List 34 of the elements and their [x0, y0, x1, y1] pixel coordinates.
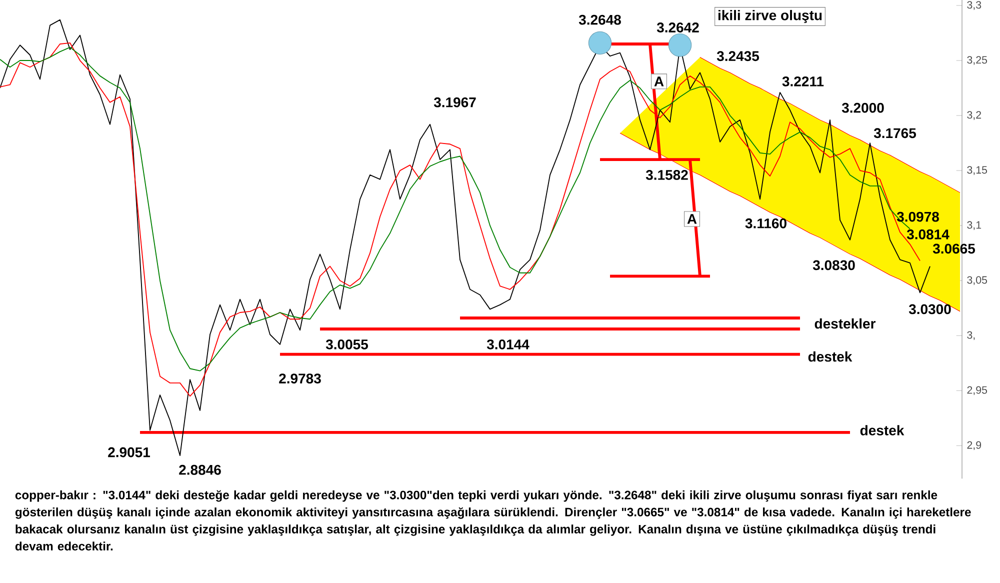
- annotation: 3.2211: [782, 76, 824, 86]
- y-tick-label: 2,9: [967, 441, 982, 450]
- annotation: 3.1967: [434, 97, 476, 108]
- annotation: 3.0055: [326, 339, 368, 350]
- annotation: destek: [808, 351, 852, 362]
- annotation: 3.2435: [716, 51, 760, 62]
- annotation: 3.1582: [646, 170, 688, 180]
- y-tick-label: 3,3: [967, 1, 982, 10]
- annotation: 3.0978: [896, 212, 939, 222]
- annotation: 3.2648: [578, 14, 621, 25]
- annotation: destekler: [814, 318, 876, 329]
- annotation: 3.1765: [874, 128, 916, 138]
- annotation: 3.0814: [906, 229, 950, 240]
- annotation: 3.0830: [812, 260, 855, 270]
- y-tick-label: 2,95: [967, 386, 988, 396]
- text: copper-bakır : "3.0144" deki desteğe kadar geldi neredeyse ve "3.0300"den tepki verdi yukarı yönde. "3.2648" deki ikili zirve oluşumu sonrası fiyat sarı renkle gösterilen düşüş kanalı içinde azalan ekonomik aktiviteyi yansıtırcasına aşağılara sürüklendi. Dirençler "3.0665" ve "3.0814" de kısa vadede. Kanalın içi hareketlere bakacak olursanız kanalın üst çizgisine yaklaşıldıkça satışlar, alt çizgisine yaklaşıldıkça da alımlar geliyor. Kanalın dışına ve üstüne çıkılmadıkça düşüş trendi devam edecektir.: [15, 490, 971, 551]
- annotation: 3.2000: [842, 102, 884, 113]
- annotation: 3.2642: [656, 22, 699, 32]
- y-tick-label: 3,2: [967, 111, 982, 120]
- annotation: A: [687, 214, 697, 224]
- annotation: 3.0144: [486, 339, 530, 350]
- annotation: ikili zirve oluştu: [718, 10, 822, 24]
- annotation: A: [654, 76, 664, 86]
- annotation: 2.9783: [279, 374, 321, 384]
- y-tick-label: 3,15: [967, 166, 988, 175]
- y-tick-label: 3,: [967, 331, 975, 340]
- annotation: 2.9051: [108, 447, 150, 458]
- annotation: destek: [860, 425, 904, 436]
- annotation: 3.0300: [908, 304, 951, 314]
- annotation: 3.1160: [745, 218, 786, 228]
- y-tick-label: 3,1: [967, 221, 982, 230]
- annotation: 2.8846: [179, 464, 221, 475]
- y-tick-label: 3,25: [967, 56, 988, 65]
- y-tick-label: 3,05: [967, 276, 988, 285]
